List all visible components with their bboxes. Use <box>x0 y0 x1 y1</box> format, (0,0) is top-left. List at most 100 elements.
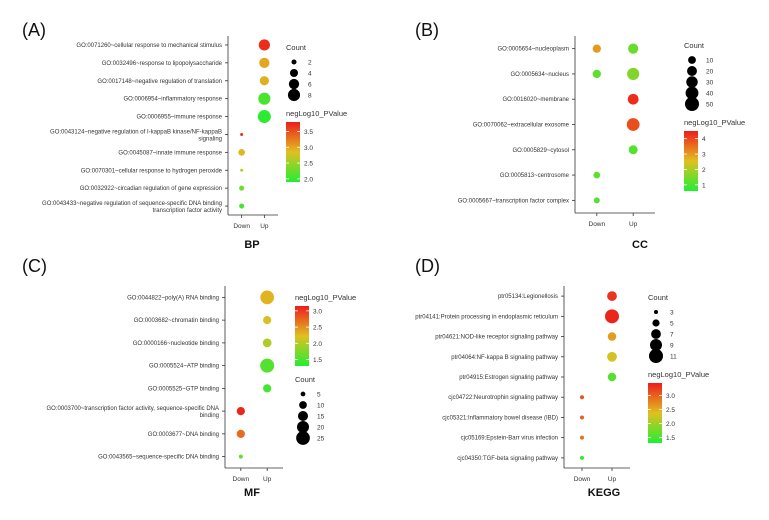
data-point <box>607 372 617 382</box>
y-tick-label: GO:0005654~nucleoplasm <box>497 47 569 53</box>
size-legend-label: 10 <box>706 58 714 65</box>
x-tick-label: Down <box>233 223 250 230</box>
size-legend-dot <box>652 319 660 327</box>
size-legend-label: 20 <box>706 69 714 76</box>
color-legend-bar <box>295 306 309 366</box>
y-tick-label: cjc04350:TGF-beta signaling pathway <box>457 456 558 462</box>
size-legend-dot <box>651 329 661 339</box>
y-tick-label: GO:0005667~transcription factor complex <box>458 198 569 204</box>
y-tick-label: GO:0005634~nucleus <box>510 72 569 78</box>
y-tick-label: GO:0006955~immune response <box>136 115 222 121</box>
color-legend-tick-label: 3.5 <box>304 129 313 136</box>
data-point <box>580 455 584 460</box>
size-legend-title: Count <box>648 293 669 302</box>
data-point <box>628 145 638 155</box>
y-tick-label: GO:0071260~cellular response to mechanic… <box>76 43 222 49</box>
size-legend-title: Count <box>295 375 316 384</box>
y-tick-label: ptr04064:NF-kappa B signaling pathway <box>451 355 558 361</box>
y-tick-label: GO:0043565~sequence-specific DNA binding <box>98 455 219 461</box>
data-point <box>580 415 584 420</box>
x-tick-label: Down <box>589 221 606 228</box>
color-legend-tick-label: 2.5 <box>313 325 322 332</box>
data-point <box>257 110 271 124</box>
data-point <box>258 39 270 51</box>
data-point <box>263 316 272 325</box>
y-tick-label: GO:0070062~extracellular exosome <box>473 123 570 129</box>
size-legend-dot <box>287 88 301 102</box>
panel-label: (B) <box>415 20 439 40</box>
data-point <box>260 290 275 305</box>
data-point <box>607 351 617 362</box>
panel-label: (A) <box>22 20 46 40</box>
y-tick-label-line: signaling <box>198 136 222 142</box>
color-legend-title: negLog10_PValue <box>684 118 745 127</box>
y-tick-label-line: binding <box>200 413 219 419</box>
panel-title: CC <box>632 239 648 251</box>
color-legend-tick-label: 2.5 <box>304 161 313 168</box>
data-point <box>263 384 272 393</box>
x-tick-label: Up <box>260 223 269 230</box>
size-legend-dot <box>288 78 300 90</box>
y-tick-label: cjc05169:Epstein-Barr virus infection <box>461 436 558 442</box>
size-legend-dot <box>649 349 663 363</box>
size-legend-label: 9 <box>670 343 674 350</box>
y-tick-label: GO:0000166~nucleotide binding <box>133 341 219 347</box>
data-point <box>580 435 584 440</box>
y-tick-label: GO:0003700~transcription factor activity… <box>47 406 219 419</box>
data-point <box>236 407 245 416</box>
size-legend-label: 5 <box>317 392 321 399</box>
data-point <box>258 92 271 105</box>
data-point <box>236 429 245 438</box>
y-tick-label-line: GO:0043124~negative regulation of I-kapp… <box>50 129 222 135</box>
data-point <box>607 332 617 341</box>
size-legend-label: 20 <box>317 425 325 432</box>
size-legend-label: 5 <box>670 321 674 328</box>
size-legend-dot <box>654 310 658 314</box>
size-legend-label: 4 <box>308 71 312 78</box>
x-tick-label: Up <box>608 476 617 483</box>
size-legend-label: 11 <box>670 354 677 361</box>
y-tick-label: GO:0003677~DNA binding <box>148 432 219 438</box>
panel-mf: (C) MF Down Up GO:0044822~poly(A) RNA bindin… <box>22 256 356 499</box>
y-tick-label: ptr04915:Estrogen signaling pathway <box>459 375 558 381</box>
size-legend-dot <box>688 56 696 64</box>
panel-label: (D) <box>415 256 440 276</box>
y-tick-label: cjc05321:Inflammatory bowel disease (IBD… <box>442 415 558 421</box>
size-legend-label: 2 <box>308 60 312 67</box>
data-point <box>259 57 270 68</box>
data-point <box>580 395 584 400</box>
size-legend-label: 8 <box>308 93 312 100</box>
x-tick-label: Up <box>263 476 272 483</box>
panel-label: (C) <box>22 256 47 276</box>
color-legend-tick-label: 2.0 <box>666 421 675 428</box>
color-legend-title: negLog10_PValue <box>648 370 709 379</box>
data-point <box>627 67 640 81</box>
size-legend-dot <box>290 69 298 77</box>
panel-title: KEGG <box>588 487 620 499</box>
size-legend-label: 25 <box>317 436 325 443</box>
size-legend-label: 15 <box>317 414 325 421</box>
y-tick-label-line: GO:0003700~transcription factor activity… <box>47 406 219 412</box>
data-point <box>239 185 245 191</box>
color-legend-tick-label: 3.0 <box>304 145 313 152</box>
color-legend-tick-label: 3 <box>702 152 706 159</box>
color-legend-tick-label: 3.0 <box>313 308 322 315</box>
data-point <box>592 69 601 79</box>
size-legend-dot <box>685 97 699 111</box>
y-tick-label: GO:0016020~membrane <box>502 97 569 103</box>
color-legend-title: negLog10_PValue <box>295 293 356 302</box>
color-legend-tick-label: 1.5 <box>313 357 322 364</box>
y-tick-label: GO:0045087~innate immune response <box>118 150 222 156</box>
y-tick-label: GO:0032496~response to lipopolysaccharid… <box>102 61 223 67</box>
data-point <box>627 93 639 105</box>
y-tick-label: GO:0005524~ATP binding <box>149 364 219 370</box>
size-legend-dot <box>650 339 662 351</box>
color-legend-tick-label: 1.5 <box>666 435 675 442</box>
y-tick-label: GO:0032922~circadian regulation of gene … <box>80 186 222 192</box>
color-legend-tick-label: 2.0 <box>313 341 322 348</box>
y-tick-label: GO:0005525~GTP binding <box>148 386 219 392</box>
data-point <box>260 358 275 373</box>
size-legend-label: 10 <box>317 403 325 410</box>
y-tick-label: GO:0017148~negative regulation of transl… <box>97 79 222 85</box>
y-tick-label: GO:0044822~poly(A) RNA binding <box>127 295 219 301</box>
